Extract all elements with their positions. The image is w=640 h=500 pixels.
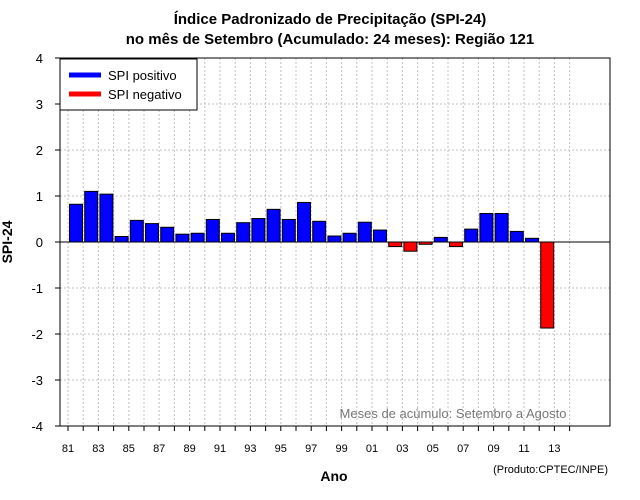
bar-08 <box>479 212 494 243</box>
bar-00 <box>357 221 372 243</box>
bar-01 <box>373 229 387 243</box>
bar-98 <box>327 235 342 243</box>
bar-10 <box>509 230 524 243</box>
legend-label-negative: SPI negativo <box>108 87 182 102</box>
x-tick-label: 83 <box>92 443 104 455</box>
y-axis: -4 -3 -2 -1 0 1 2 3 4 <box>31 51 60 434</box>
bar-02 <box>388 241 403 248</box>
bar-05 <box>433 236 448 243</box>
bar-12 <box>540 241 555 329</box>
bar-91 <box>221 232 235 243</box>
chart-subtitle: no mês de Setembro (Acumulado: 24 meses)… <box>126 31 534 48</box>
bar-83 <box>99 193 114 243</box>
x-tick-label: 13 <box>548 443 560 455</box>
accumulation-note: Meses de acúmulo: Setembro a Agosto <box>340 406 567 421</box>
legend-box <box>59 58 198 111</box>
x-tick-label: 95 <box>275 443 287 455</box>
bar-09 <box>494 212 509 243</box>
x-axis-label: Ano <box>320 468 347 484</box>
bar-84 <box>114 235 129 243</box>
x-tick-label: 11 <box>518 443 529 455</box>
y-tick-label: 3 <box>36 97 43 112</box>
x-tick-label: 03 <box>396 443 408 455</box>
bar-81 <box>69 203 83 243</box>
bar-07 <box>464 228 479 243</box>
x-tick-label: 99 <box>335 443 347 455</box>
x-tick-label: 81 <box>62 443 74 455</box>
bar-06 <box>449 241 463 248</box>
bar-93 <box>251 218 266 243</box>
bar-92 <box>236 222 251 243</box>
bar-96 <box>297 201 311 243</box>
y-tick-label: -2 <box>31 327 43 342</box>
y-tick-label: 4 <box>36 51 43 66</box>
bar-03 <box>403 241 418 252</box>
x-tick-label: 87 <box>153 443 165 455</box>
bar-90 <box>205 218 220 243</box>
y-tick-label: -1 <box>31 281 43 296</box>
x-tick-label: 97 <box>305 443 317 455</box>
product-credit: (Produto:CPTEC/INPE) <box>493 464 608 476</box>
y-tick-label: -3 <box>31 373 43 388</box>
bar-82 <box>84 190 99 243</box>
y-tick-label: 1 <box>36 189 43 204</box>
bar-88 <box>175 233 190 243</box>
x-tick-label: 01 <box>366 443 378 455</box>
x-tick-label: 05 <box>427 443 439 455</box>
y-axis-label: SPI-24 <box>0 220 15 263</box>
y-tick-label: 2 <box>36 143 43 158</box>
bar-86 <box>145 223 159 243</box>
bar-97 <box>312 220 327 243</box>
chart-title: Índice Padronizado de Precipitação (SPI-… <box>174 11 487 28</box>
bar-85 <box>129 219 144 243</box>
bar-95 <box>281 218 296 243</box>
x-axis: 81 83 85 87 89 91 93 95 97 99 01 03 05 07 09 11 13 <box>62 426 571 455</box>
bars <box>69 190 555 329</box>
x-tick-label: 89 <box>183 443 195 455</box>
legend-label-positive: SPI positivo <box>108 68 177 83</box>
bar-99 <box>342 232 357 243</box>
y-tick-label: -4 <box>31 419 43 434</box>
x-tick-label: 07 <box>457 443 469 455</box>
y-tick-label: 0 <box>36 235 43 250</box>
x-tick-label: 91 <box>214 443 226 455</box>
x-tick-label: 09 <box>487 443 499 455</box>
bar-11 <box>525 237 539 243</box>
x-tick-label: 85 <box>123 443 135 455</box>
bar-87 <box>160 226 175 243</box>
x-tick-label: 93 <box>244 443 256 455</box>
legend: SPI positivo SPI negativo <box>59 58 198 111</box>
bar-89 <box>190 232 205 243</box>
bar-94 <box>266 208 281 243</box>
